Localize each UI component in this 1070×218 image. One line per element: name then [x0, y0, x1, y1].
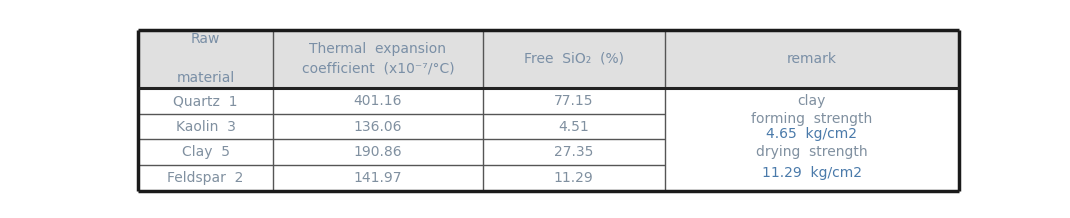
Text: 11.29  kg/cm2: 11.29 kg/cm2 [762, 166, 861, 180]
Text: remark: remark [786, 52, 837, 66]
Text: Thermal  expansion
coefficient  (x10⁻⁷/°C): Thermal expansion coefficient (x10⁻⁷/°C) [302, 42, 455, 76]
Text: forming  strength: forming strength [751, 112, 872, 126]
Text: 4.65  kg/cm2: 4.65 kg/cm2 [766, 127, 857, 141]
Text: Quartz  1: Quartz 1 [173, 94, 238, 108]
Text: 77.15: 77.15 [554, 94, 593, 108]
Text: Kaolin  3: Kaolin 3 [175, 120, 235, 134]
Text: 27.35: 27.35 [554, 145, 593, 159]
Bar [138, 29, 959, 88]
Text: Clay  5: Clay 5 [182, 145, 230, 159]
Text: Free  SiO₂  (%): Free SiO₂ (%) [523, 52, 624, 66]
Text: drying  strength: drying strength [755, 145, 868, 159]
Text: 401.16: 401.16 [354, 94, 402, 108]
Text: 136.06: 136.06 [354, 120, 402, 134]
Text: Feldspar  2: Feldspar 2 [168, 171, 244, 185]
Text: 141.97: 141.97 [354, 171, 402, 185]
Bar [138, 88, 959, 191]
Text: clay: clay [797, 94, 826, 108]
Text: 4.51: 4.51 [559, 120, 589, 134]
Text: 190.86: 190.86 [354, 145, 402, 159]
Text: Raw
 
material: Raw material [177, 32, 234, 85]
Text: 11.29: 11.29 [553, 171, 594, 185]
